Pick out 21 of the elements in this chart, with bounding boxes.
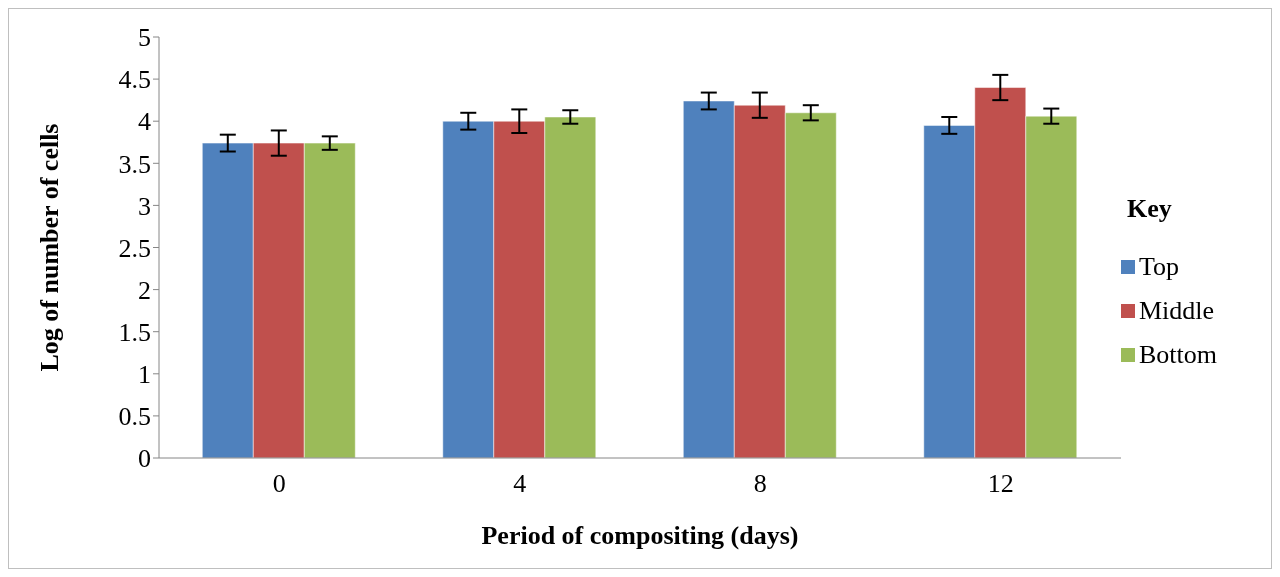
y-tick-label: 4 bbox=[138, 107, 151, 137]
x-tick-label: 8 bbox=[753, 469, 767, 499]
y-tick-label: 3.5 bbox=[118, 149, 151, 179]
y-axis-title: Log of number of cells bbox=[35, 123, 65, 372]
y-tick-label: 2.5 bbox=[118, 233, 151, 263]
y-tick-label: 5 bbox=[138, 23, 151, 53]
legend-title: Key bbox=[1127, 193, 1173, 224]
x-tick-label: 12 bbox=[987, 469, 1014, 499]
y-tick-label: 2 bbox=[138, 275, 151, 305]
legend-label: Bottom bbox=[1139, 339, 1218, 370]
y-tick-label: 0 bbox=[138, 444, 151, 474]
x-tick-label: 0 bbox=[272, 469, 286, 499]
legend-label: Middle bbox=[1139, 295, 1215, 326]
y-tick-label: 0.5 bbox=[118, 402, 151, 432]
x-axis-title: Period of compositing (days) bbox=[481, 521, 799, 550]
x-tick-label: 4 bbox=[513, 469, 527, 499]
y-tick-label: 4.5 bbox=[118, 65, 151, 95]
y-tick-label: 1.5 bbox=[118, 317, 151, 347]
y-tick-label: 1 bbox=[138, 360, 151, 390]
y-tick-label: 3 bbox=[138, 191, 151, 221]
legend-label: Top bbox=[1139, 251, 1180, 282]
